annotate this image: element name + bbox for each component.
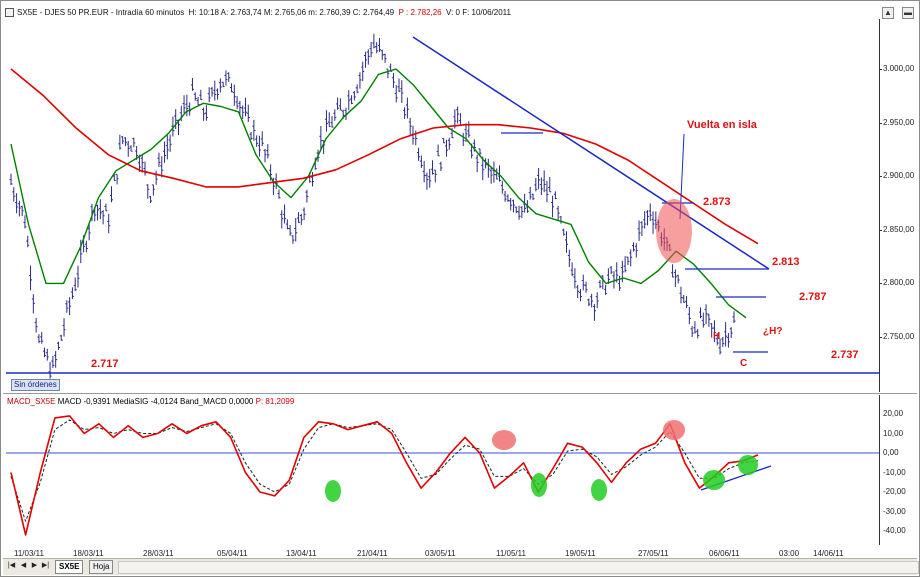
red-circle bbox=[663, 420, 685, 440]
price-tick bbox=[879, 337, 882, 338]
price-tick bbox=[879, 229, 882, 231]
green-circle bbox=[738, 455, 758, 475]
sheet-tab-bar: |◀ ◀ ▶ ▶| SX5E Hoja bbox=[3, 558, 919, 575]
sma-short-line bbox=[10, 68, 747, 319]
green-circle bbox=[531, 473, 547, 497]
level-2787-label: 2.787 bbox=[799, 291, 827, 303]
x-tick-label: 14/06/11 bbox=[813, 549, 844, 558]
x-tick-label: 27/05/11 bbox=[638, 549, 669, 558]
x-tick-label: 03:00 bbox=[779, 549, 800, 558]
x-tick-label: 18/03/11 bbox=[73, 549, 104, 558]
price-tick-label: 2.850,00 bbox=[883, 224, 915, 234]
vuelta-isla-label: Vuelta en isla bbox=[687, 119, 758, 131]
x-tick-label: 06/06/11 bbox=[709, 549, 740, 558]
c-label: C bbox=[740, 358, 747, 369]
red-circle bbox=[492, 430, 516, 450]
x-tick-label: 11/03/11 bbox=[14, 549, 44, 558]
panel-divider bbox=[3, 393, 917, 394]
macd-signal-line bbox=[10, 419, 759, 522]
macd-tick-label: 0,00 bbox=[883, 448, 899, 457]
sin-ordenes-button[interactable]: Sin órdenes bbox=[11, 379, 60, 391]
scroll-up-icon[interactable]: ▲ bbox=[882, 7, 894, 19]
macd-tick-label: -20,00 bbox=[883, 487, 906, 496]
volume-date: V: 0 F: 10/06/2011 bbox=[446, 8, 511, 17]
price-tick-label: 2.950,00 bbox=[883, 117, 915, 127]
ohlc-values: H: 10:18 A: 2.763,74 M: 2.765,06 m: 2.76… bbox=[188, 8, 395, 17]
price-axis-line bbox=[879, 19, 880, 392]
island-ellipse bbox=[656, 199, 692, 263]
symbol: SX5E bbox=[17, 8, 38, 17]
price-tick-label: 2.750,00 bbox=[883, 332, 915, 341]
macd-chart bbox=[6, 415, 879, 536]
macd-values: MACD -0,9391 MediaSIG -4,0124 Band_MACD … bbox=[57, 397, 254, 406]
level-2873-label: 2.873 bbox=[703, 196, 731, 208]
price-bars bbox=[9, 33, 736, 379]
sma-long-line bbox=[10, 68, 759, 245]
horizontal-scrollbar[interactable] bbox=[118, 561, 919, 574]
green-circle bbox=[703, 470, 725, 490]
level-2737-label: 2.737 bbox=[831, 349, 859, 361]
chart-header: SX5E - DJES 50 PR.EUR - Intradía 60 minu… bbox=[5, 6, 511, 19]
x-tick-label: 13/04/11 bbox=[286, 549, 317, 558]
last-sheet-icon[interactable]: ▶| bbox=[41, 562, 50, 569]
price-chart: Vuelta en isla 2.873 2.813 2.787 2.737 2.717 H… bbox=[6, 33, 879, 379]
price-tick-label: 3.000,00 bbox=[883, 64, 915, 73]
macd-tick-label: 20,00 bbox=[883, 409, 904, 418]
macd-tick-label: -40,00 bbox=[883, 526, 906, 535]
green-circle bbox=[325, 480, 341, 502]
level-2717-label: 2.717 bbox=[91, 358, 119, 370]
x-tick-label: 19/05/11 bbox=[565, 549, 596, 558]
window-menu-icon[interactable] bbox=[5, 8, 14, 17]
x-tick-label: 21/04/11 bbox=[357, 549, 388, 558]
macd-line bbox=[10, 415, 759, 536]
level-2813-label: 2.813 bbox=[772, 256, 800, 268]
price-tick bbox=[879, 122, 882, 124]
green-circle bbox=[591, 479, 607, 501]
macd-tick-label: -10,00 bbox=[883, 467, 906, 477]
price-tick bbox=[879, 283, 882, 285]
x-tick-label: 03/05/11 bbox=[425, 549, 456, 558]
p-value: P : 2.782,26 bbox=[398, 8, 442, 17]
hq-label: ¿H? bbox=[763, 326, 782, 337]
downtrend-line bbox=[412, 36, 770, 270]
next-sheet-icon[interactable]: ▶ bbox=[31, 562, 38, 569]
prev-sheet-icon[interactable]: ◀ bbox=[20, 562, 27, 569]
price-tick-label: 2.900,00 bbox=[883, 171, 915, 181]
macd-p: P: 81,2099 bbox=[255, 397, 295, 406]
symbol-desc: - DJES 50 PR.EUR - Intradía 60 minutos bbox=[39, 8, 185, 17]
macd-header: MACD_SX5E MACD -0,9391 MediaSIG -4,0124 … bbox=[7, 397, 294, 406]
h-label: H bbox=[713, 331, 720, 342]
macd-name: MACD_SX5E bbox=[7, 397, 56, 406]
price-tick-label: 2.800,00 bbox=[883, 278, 915, 288]
price-tick bbox=[879, 176, 882, 178]
macd-tick-label: -30,00 bbox=[883, 506, 906, 516]
price-tick bbox=[879, 69, 882, 70]
first-sheet-icon[interactable]: |◀ bbox=[7, 562, 16, 569]
x-tick-label: 11/05/11 bbox=[496, 549, 526, 558]
macd-tick-label: 10,00 bbox=[883, 428, 904, 438]
tab-sx5e[interactable]: SX5E bbox=[55, 560, 84, 574]
x-tick-label: 05/04/11 bbox=[217, 549, 248, 558]
tab-hoja[interactable]: Hoja bbox=[89, 560, 114, 574]
macd-axis-line bbox=[879, 395, 880, 545]
collapse-icon[interactable]: ▬ bbox=[902, 7, 914, 19]
x-tick-label: 28/03/11 bbox=[143, 549, 174, 558]
